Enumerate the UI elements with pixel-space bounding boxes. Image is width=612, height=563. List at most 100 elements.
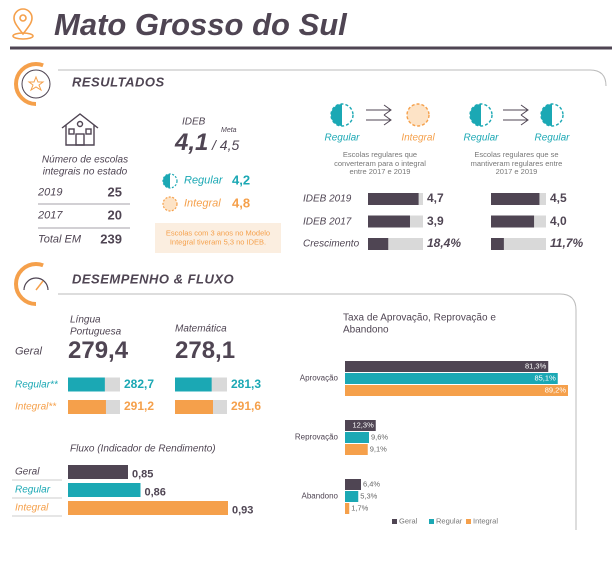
bar [345,373,558,384]
bar-value: 0,93 [232,504,254,517]
note-box [155,223,281,253]
chart-title: Fluxo (Indicador de Rendimento) [70,443,216,455]
schools-label: 2017 [38,209,63,222]
ideb-note: Escolas com 3 anos no Modelo Integral ti… [165,228,271,246]
section-title: RESULTADOS [72,74,165,90]
legend-swatch [466,519,471,524]
regular-value: 4,2 [232,172,251,188]
section-rule [58,69,607,87]
group-from: Regular [463,132,499,144]
desempenho-icon [14,262,58,306]
bar-value: 5,3% [360,491,378,501]
group-caption: Escolas regulares que se mantiveram regu… [470,150,563,177]
bar-value: 291,6 [231,399,262,414]
group-caption: Escolas regulares que converteram para o… [334,150,426,177]
schools-value: 239 [100,231,122,247]
school-icon [61,113,99,146]
resultados-icon [14,62,58,106]
bar [345,491,359,502]
icon-arc [14,62,58,106]
integral-value: 4,8 [232,195,251,211]
bar [491,193,540,205]
school-outline [61,113,99,146]
legend-swatch [429,519,434,524]
schools-caption: Número de escolas integrais no estado [41,154,129,178]
pin-base [12,32,34,40]
meta-value: / 4,5 [212,136,240,153]
icon-star [27,75,45,92]
school-clock [76,120,84,128]
ideb-value: 4,1 [175,129,209,157]
comparison-icons [330,103,564,127]
bar [368,215,410,228]
chart-title: Taxa de Aprovação, Reprovação e Abandono [343,312,496,336]
section-title: DESEMPENHO & FLUXO [72,271,235,287]
bar-value: 4,0 [550,213,567,228]
regular-icon-half [470,104,481,126]
category-label: Aprovação [299,373,338,383]
school-window [85,128,92,135]
bar-track [491,238,546,250]
arrow-icon [503,104,529,126]
row-label: Geral [15,466,40,478]
bar [345,420,376,431]
bar [368,193,419,205]
subject: Língua Portuguesa [70,314,122,338]
row-label: Geral [15,345,42,358]
row-label: Crescimento [303,238,360,250]
integral-icon [162,196,178,212]
schools-value: 25 [107,184,122,200]
legend-swatch [392,519,397,524]
regular-icon-half [331,104,342,126]
school-window [68,128,75,135]
category-label: Abandono [301,491,338,501]
pin-dot [19,14,27,22]
bar-value: 9,6% [371,432,389,442]
integral-icon [406,103,430,127]
regular-icon-half [163,174,170,188]
school-door [75,133,85,146]
bar-value: 11,7% [550,236,584,251]
category-label: Reprovação [294,432,338,442]
bar-value: 282,7 [124,376,155,391]
bar-value: 3,9 [427,213,444,228]
bar [175,400,213,414]
bar-value: 85,1% [534,373,556,383]
bar-value: 1,7% [351,503,369,513]
bar [345,503,350,514]
bar-value: 6,4% [363,479,381,489]
group-from: Regular [324,132,360,144]
bar-value: 89,2% [544,385,566,395]
score: 278,1 [175,337,236,365]
bar [345,479,361,490]
bar-value: 12,3% [352,420,374,430]
page-title: Mato Grosso do Sul [54,7,347,43]
row-label: IDEB 2019 [303,193,352,205]
schools-value: 20 [107,207,122,223]
bar [491,215,535,228]
score: 279,4 [68,337,129,365]
bar-value: 4,5 [550,191,567,206]
bar-value: 9,1% [369,444,387,454]
bar-value: 281,3 [231,376,262,391]
legend-label: Integral [473,516,499,526]
group-to: Integral [401,132,435,144]
bar-value: 81,3% [524,361,547,371]
schools-label: Total EM [38,233,82,246]
row-label: Integral** [15,401,57,413]
bar [345,432,369,443]
schools-label: 2019 [38,186,63,199]
bar [68,465,128,479]
bar [68,400,106,414]
bar-value: 4,7 [427,191,444,206]
bar [345,361,549,372]
integral-label: Integral [184,197,221,210]
bar-value: 0,86 [144,486,166,499]
regular-label: Regular [184,174,223,187]
bar [175,377,212,392]
bar [345,444,368,455]
bar-value: 291,2 [124,399,155,414]
row-label: Regular [15,484,51,496]
